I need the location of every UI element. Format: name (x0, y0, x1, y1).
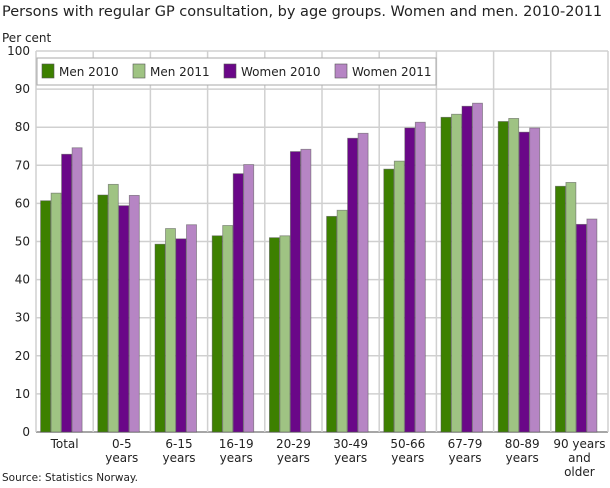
bar-men-2011 (222, 225, 234, 433)
x-tick-label: 30-49 years (333, 437, 368, 465)
x-tick-label: Total (50, 437, 79, 451)
y-axis-label: Per cent (2, 31, 52, 45)
legend-label: Men 2011 (150, 65, 210, 79)
y-tick-label: 0 (22, 425, 30, 439)
bar-women-2011 (414, 121, 426, 433)
bar-women-2011 (529, 127, 541, 433)
bar-women-2011 (357, 132, 369, 433)
bar-men-2010 (97, 194, 109, 433)
y-tick-label: 80 (15, 120, 30, 134)
bar-men-2011 (165, 228, 176, 433)
bar-women-2010 (347, 137, 359, 433)
y-tick-label: 30 (15, 311, 30, 325)
y-tick-label: 50 (15, 235, 30, 249)
bar-men-2011 (50, 192, 62, 433)
x-tick-label: 20-29 years (276, 437, 311, 465)
bar-men-2010 (555, 185, 566, 433)
bar-men-2010 (440, 116, 452, 433)
bar-men-2011 (508, 118, 520, 433)
bar-men-2011 (451, 113, 462, 433)
bar-men-2010 (497, 121, 509, 433)
y-tick-label: 90 (15, 82, 30, 96)
x-tick-label: 50-66 years (390, 437, 425, 465)
bar-men-2010 (326, 215, 338, 433)
bar-women-2010 (232, 173, 244, 433)
bar-women-2011 (71, 147, 83, 433)
bar-men-2010 (383, 168, 395, 433)
bar-women-2010 (289, 151, 301, 433)
bar-men-2011 (279, 235, 291, 433)
bar-women-2010 (118, 205, 130, 433)
legend-box (36, 57, 437, 86)
x-tick-label: 16-19 years (219, 437, 254, 465)
bar-men-2011 (336, 209, 348, 433)
legend-label: Men 2010 (59, 65, 119, 79)
y-tick-label: 60 (15, 196, 30, 210)
legend-label: Women 2011 (352, 65, 432, 79)
y-tick-label: 70 (15, 158, 30, 172)
bar-women-2010 (175, 238, 187, 433)
chart-title: Persons with regular GP consultation, by… (2, 4, 603, 20)
bar-women-2010 (404, 127, 416, 433)
x-tick-label: 90 years and older (553, 437, 605, 479)
bar-men-2010 (40, 200, 51, 433)
bar-women-2010 (61, 153, 72, 433)
bar-women-2011 (472, 102, 483, 433)
bar-men-2011 (107, 183, 119, 433)
x-tick-label: 0-5 years (105, 437, 138, 465)
y-tick-label: 100 (7, 44, 30, 58)
bar-women-2011 (586, 218, 598, 433)
bar-women-2011 (186, 224, 197, 433)
bar-women-2011 (300, 148, 312, 433)
y-tick-label: 40 (15, 273, 30, 287)
bar-women-2010 (518, 131, 530, 433)
bar-men-2010 (268, 237, 280, 433)
bar-women-2010 (461, 105, 473, 433)
y-tick-label: 20 (15, 349, 30, 363)
bar-men-2011 (565, 182, 577, 433)
bar-men-2010 (154, 243, 166, 433)
legend-label: Women 2010 (241, 65, 321, 79)
bar-men-2011 (393, 160, 405, 433)
legend-swatch (41, 63, 55, 79)
legend-swatch (132, 63, 146, 79)
legend-swatch (223, 63, 237, 79)
source-note: Source: Statistics Norway. (2, 472, 138, 484)
bar-women-2011 (243, 164, 255, 433)
legend-swatch (334, 63, 348, 79)
bar-women-2010 (576, 223, 587, 433)
x-tick-label: 6-15 years (162, 437, 195, 465)
bar-women-2011 (128, 194, 140, 433)
x-tick-label: 67-79 years (448, 437, 483, 465)
bar-men-2010 (211, 235, 223, 433)
x-tick-label: 80-89 years (505, 437, 540, 465)
y-tick-label: 10 (15, 387, 30, 401)
